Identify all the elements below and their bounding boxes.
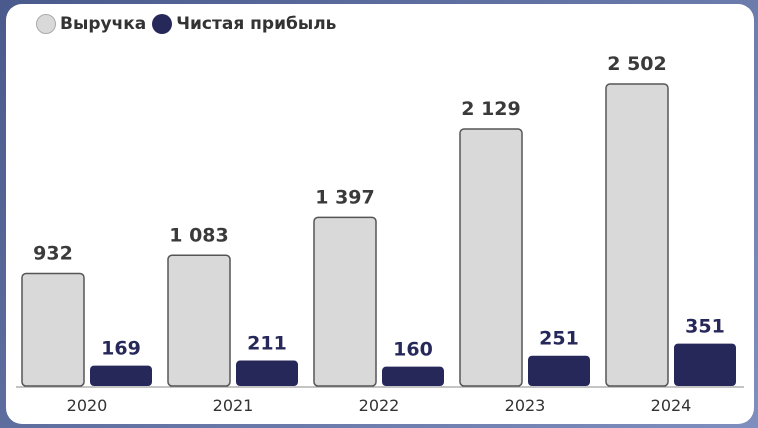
revenue-bar-2022 xyxy=(313,216,377,387)
category-label-2023: 2023 xyxy=(505,396,546,415)
legend-item-profit: Чистая прибыль xyxy=(152,14,336,34)
profit-bar-2021 xyxy=(236,360,298,386)
category-label-2021: 2021 xyxy=(213,396,254,415)
profit-bar-2024 xyxy=(674,343,736,386)
revenue-bar-2020 xyxy=(21,272,85,387)
profit-bar-2020 xyxy=(90,365,152,386)
profit-label-2023: 251 xyxy=(539,328,579,350)
legend-item-revenue: Выручка xyxy=(36,14,146,34)
legend-swatch-revenue xyxy=(36,14,56,34)
profit-label-2021: 211 xyxy=(247,333,287,355)
revenue-label-2020: 932 xyxy=(33,243,73,265)
category-label-2020: 2020 xyxy=(67,396,108,415)
revenue-label-2023: 2 129 xyxy=(461,98,521,120)
revenue-bar-2021 xyxy=(167,254,231,387)
profit-label-2020: 169 xyxy=(101,338,141,360)
category-label-2024: 2024 xyxy=(651,396,692,415)
profit-bar-2022 xyxy=(382,366,444,386)
revenue-label-2024: 2 502 xyxy=(607,53,667,75)
profit-bar-2023 xyxy=(528,355,590,386)
profit-label-2022: 160 xyxy=(393,339,433,361)
revenue-label-2022: 1 397 xyxy=(315,186,375,208)
revenue-bar-2023 xyxy=(459,128,523,387)
legend-swatch-profit xyxy=(152,14,173,34)
revenue-label-2021: 1 083 xyxy=(169,224,229,246)
revenue-bar-2024 xyxy=(605,83,669,387)
legend-label-revenue: Выручка xyxy=(60,14,147,34)
legend-label-profit: Чистая прибыль xyxy=(176,14,337,34)
category-label-2022: 2022 xyxy=(359,396,400,415)
profit-label-2024: 351 xyxy=(685,316,725,338)
bar-chart: 932 169 2020 1 083 211 2021 1 397 160 2022 2 129 2… xyxy=(16,53,744,415)
legend: Выручка Чистая прибыль xyxy=(36,14,342,34)
chart-card: Выручка Чистая прибыль 932 169 2020 1 083 21… xyxy=(6,4,754,424)
